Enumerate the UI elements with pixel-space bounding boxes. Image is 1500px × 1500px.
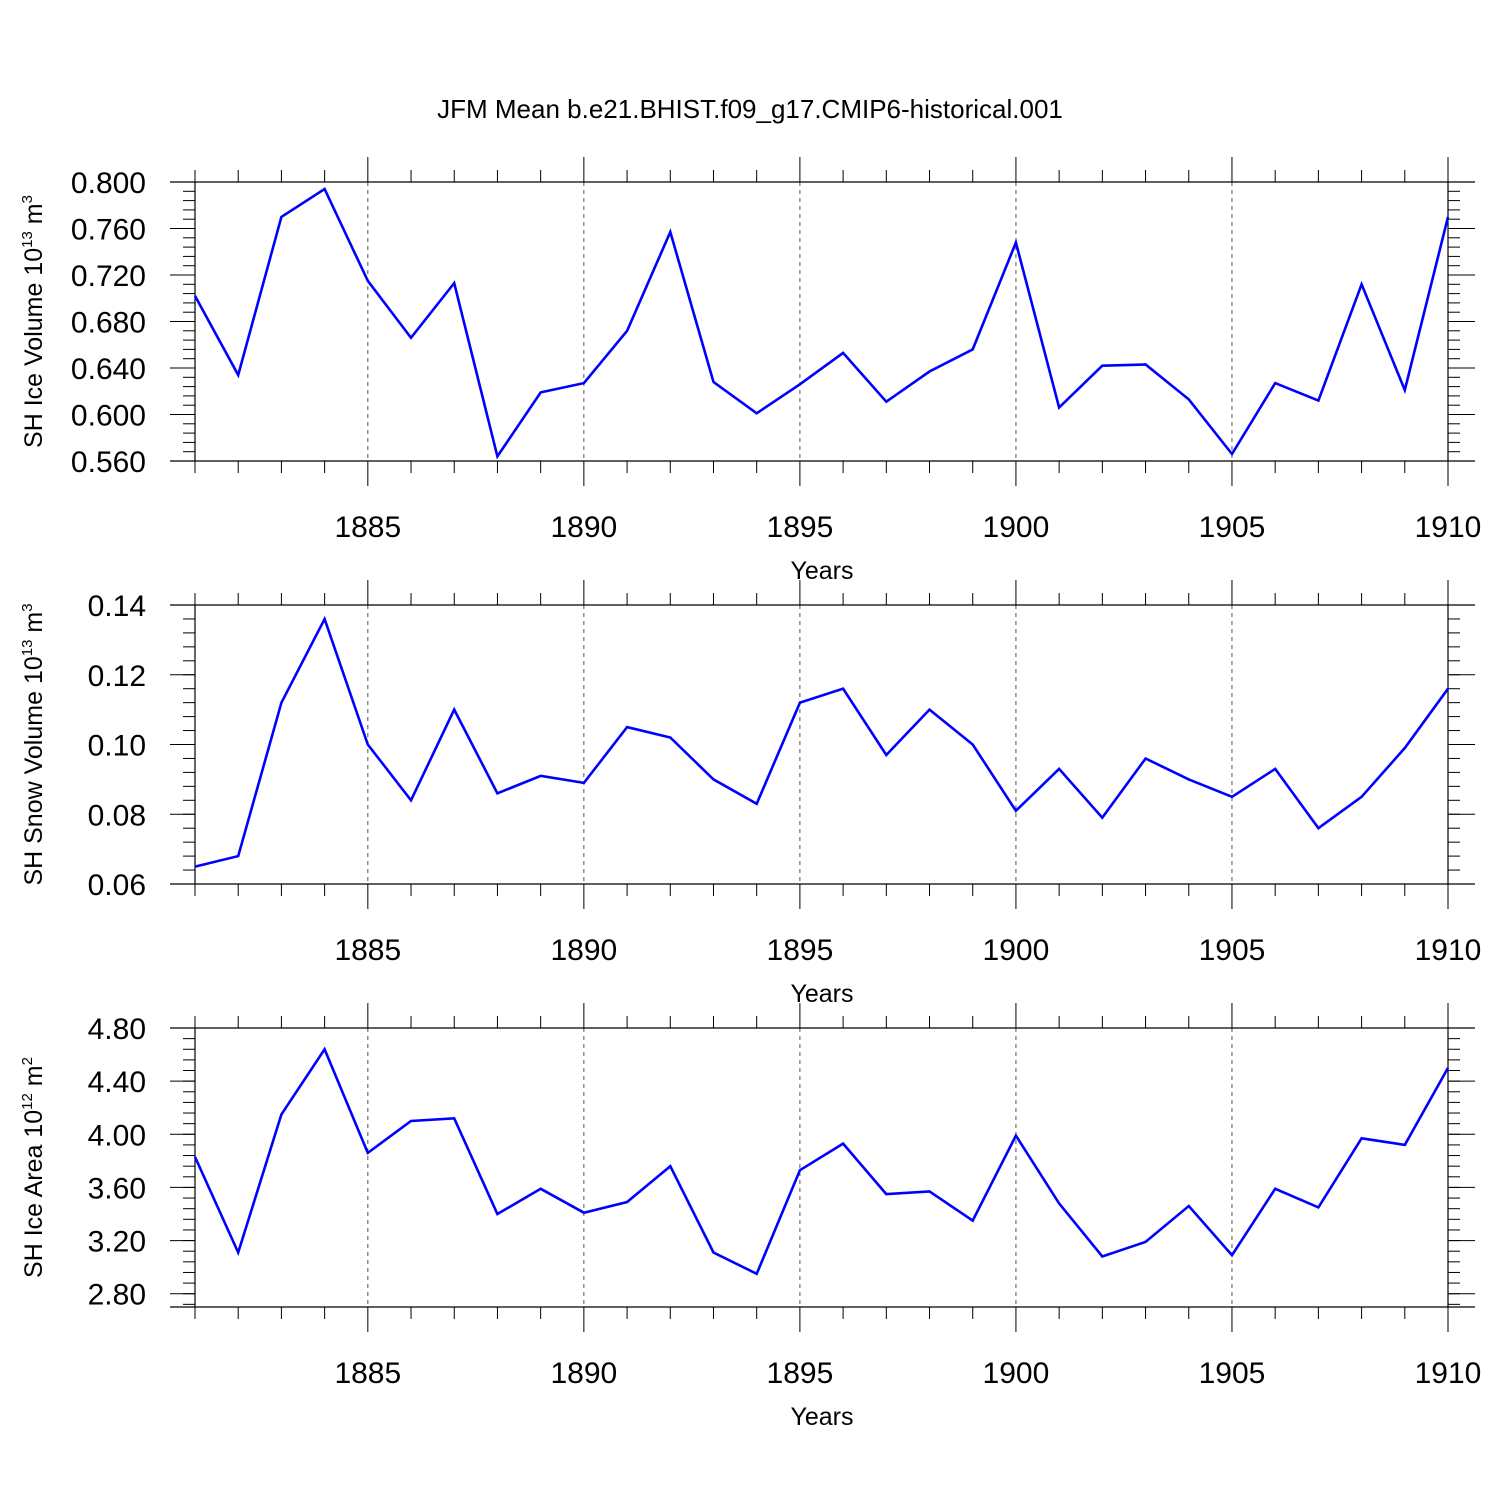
- x-axis-label: Years: [790, 1403, 853, 1431]
- series-line: [193, 1046, 1450, 1276]
- panel-3: 2.80 3.20 3.60 4.00 4.40 4.80 1885 1890 1895 1900…: [19, 1003, 1481, 1431]
- panel-2: 0.06 0.08 0.10 0.12 0.14 1885 1890 1895 1900 1905…: [19, 580, 1481, 1008]
- y-tick-label: 0.720: [71, 260, 146, 293]
- y-tick-label: 0.560: [71, 446, 146, 479]
- y-tick-label: 3.20: [88, 1226, 146, 1259]
- y-tick-label: 2.80: [88, 1279, 146, 1312]
- series-line: [193, 187, 1450, 460]
- y-tick-label: 0.640: [71, 353, 146, 386]
- y-tick-label: 0.680: [71, 307, 146, 340]
- x-tick-label: 1885: [334, 1357, 401, 1390]
- x-axis-label: Years: [790, 557, 853, 585]
- x-tick-label: 1905: [1199, 511, 1266, 544]
- x-tick-label: 1900: [983, 1357, 1050, 1390]
- chart-title: JFM Mean b.e21.BHIST.f09_g17.CMIP6-histo…: [437, 94, 1063, 124]
- x-tick-label: 1885: [334, 511, 401, 544]
- y-axis-label: SH Snow Volume 1013 m3: [19, 603, 48, 885]
- x-tick-label: 1895: [767, 511, 834, 544]
- x-tick-label: 1890: [550, 934, 617, 967]
- y-tick-label: 0.08: [88, 799, 146, 832]
- x-tick-label: 1900: [983, 511, 1050, 544]
- x-tick-label: 1885: [334, 934, 401, 967]
- y-tick-label: 4.80: [88, 1013, 146, 1046]
- panel-1: 0.560 0.600 0.640 0.680 0.720 0.760 0.800 1885 1…: [19, 157, 1481, 585]
- x-tick-label: 1910: [1415, 511, 1482, 544]
- y-tick-label: 0.14: [88, 590, 146, 623]
- x-axis-label: Years: [790, 980, 853, 1008]
- x-tick-label: 1890: [550, 511, 617, 544]
- y-tick-label: 3.60: [88, 1172, 146, 1205]
- series-line: [194, 615, 1450, 868]
- y-tick-label: 0.760: [71, 214, 146, 247]
- y-tick-label: 0.12: [88, 660, 146, 693]
- y-tick-label: 0.06: [88, 869, 146, 902]
- x-tick-label: 1895: [767, 1357, 834, 1390]
- x-tick-label: 1900: [983, 934, 1050, 967]
- x-tick-label: 1910: [1415, 934, 1482, 967]
- x-tick-label: 1905: [1199, 934, 1266, 967]
- x-tick-label: 1895: [767, 934, 834, 967]
- x-tick-label: 1910: [1415, 1357, 1482, 1390]
- y-tick-label: 0.800: [71, 167, 146, 200]
- y-tick-label: 4.40: [88, 1066, 146, 1099]
- x-tick-label: 1905: [1199, 1357, 1266, 1390]
- y-tick-label: 0.10: [88, 730, 146, 763]
- y-tick-label: 4.00: [88, 1119, 146, 1152]
- chart-panels: 0.560 0.600 0.640 0.680 0.720 0.760 0.800 1885 1…: [19, 157, 1481, 1431]
- y-axis-label: SH Ice Volume 1013 m3: [19, 195, 48, 448]
- y-axis-label: SH Ice Area 1012 m2: [19, 1057, 48, 1278]
- y-tick-label: 0.600: [71, 400, 146, 433]
- x-tick-label: 1890: [550, 1357, 617, 1390]
